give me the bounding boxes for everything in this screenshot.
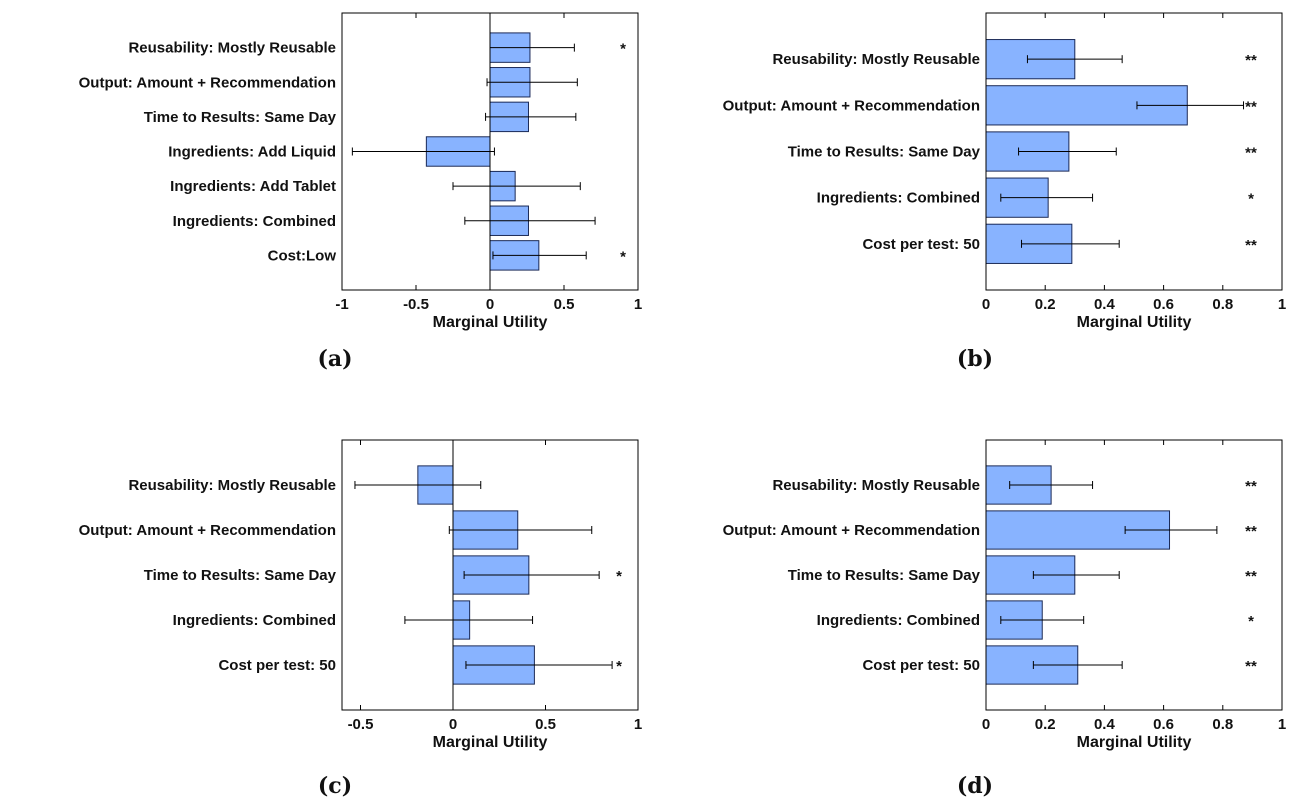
x-tick-label: 1: [634, 296, 642, 313]
x-tick-label: 1: [1278, 296, 1286, 313]
category-label: Reusability: Mostly Reusable: [128, 40, 336, 57]
category-label: Time to Results: Same Day: [144, 567, 337, 584]
significance-marker: **: [1245, 237, 1257, 254]
x-tick-label: 0: [486, 296, 494, 313]
x-tick-label: -0.5: [403, 296, 429, 313]
significance-marker: **: [1245, 478, 1257, 495]
x-tick-label: -0.5: [348, 716, 374, 733]
x-tick-label: 0.4: [1094, 716, 1116, 733]
x-axis-label: Marginal Utility: [1077, 314, 1192, 331]
x-tick-label: 0.5: [554, 296, 575, 313]
category-label: Ingredients: Combined: [173, 213, 336, 230]
category-label: Output: Amount + Recommendation: [723, 97, 980, 114]
x-tick-label: 0.6: [1153, 716, 1174, 733]
x-tick-label: 1: [1278, 716, 1286, 733]
chart-panel-a: Reusability: Mostly Reusable * Output: Amo…: [79, 12, 642, 372]
x-axis-label: Marginal Utility: [433, 314, 548, 331]
significance-marker: **: [1245, 98, 1257, 115]
chart-panel-c: Reusability: Mostly Reusable Output: Amou…: [79, 439, 642, 799]
x-tick-label: -1: [335, 296, 348, 313]
significance-marker: **: [1245, 145, 1257, 162]
significance-marker: **: [1245, 52, 1257, 69]
x-tick-label: 0: [982, 296, 990, 313]
category-label: Ingredients: Add Tablet: [170, 178, 336, 195]
subfigure-caption: (a): [317, 346, 352, 372]
x-axis-label: Marginal Utility: [1077, 734, 1192, 751]
axes-frame: [985, 12, 1283, 291]
x-tick-label: 0.8: [1212, 296, 1233, 313]
chart-panel-d: Reusability: Mostly Reusable ** Output: Am…: [723, 439, 1286, 799]
category-label: Cost per test: 50: [218, 657, 336, 674]
category-label: Output: Amount + Recommendation: [79, 74, 336, 91]
category-label: Output: Amount + Recommendation: [79, 522, 336, 539]
category-label: Time to Results: Same Day: [788, 144, 981, 161]
subfigure-caption: (d): [957, 773, 993, 799]
category-label: Ingredients: Combined: [817, 190, 980, 207]
x-tick-label: 1: [634, 716, 642, 733]
x-tick-label: 0: [982, 716, 990, 733]
x-tick-label: 0.4: [1094, 296, 1116, 313]
category-label: Time to Results: Same Day: [144, 109, 337, 126]
x-axis-label: Marginal Utility: [433, 734, 548, 751]
significance-marker: *: [1248, 191, 1254, 208]
significance-marker: *: [616, 568, 622, 585]
significance-marker: **: [1245, 523, 1257, 540]
x-tick-label: 0.2: [1035, 296, 1056, 313]
category-label: Cost:Low: [268, 247, 337, 264]
x-tick-label: 0.5: [535, 716, 556, 733]
category-label: Time to Results: Same Day: [788, 567, 981, 584]
significance-marker: **: [1245, 658, 1257, 675]
chart-panel-b: Reusability: Mostly Reusable ** Output: Am…: [723, 12, 1286, 372]
category-label: Ingredients: Combined: [173, 612, 336, 629]
subfigure-caption: (c): [318, 773, 352, 799]
category-label: Cost per test: 50: [862, 236, 980, 253]
x-tick-label: 0: [449, 716, 457, 733]
significance-marker: *: [1248, 613, 1254, 630]
category-label: Reusability: Mostly Reusable: [772, 477, 980, 494]
x-tick-label: 0.2: [1035, 716, 1056, 733]
category-label: Reusability: Mostly Reusable: [128, 477, 336, 494]
axes-frame: [985, 439, 1283, 711]
axes-frame: [341, 439, 639, 711]
significance-marker: **: [1245, 568, 1257, 585]
category-label: Reusability: Mostly Reusable: [772, 51, 980, 68]
x-tick-label: 0.6: [1153, 296, 1174, 313]
category-label: Ingredients: Combined: [817, 612, 980, 629]
significance-marker: *: [620, 248, 626, 265]
category-label: Ingredients: Add Liquid: [168, 144, 336, 161]
significance-marker: *: [620, 41, 626, 58]
significance-marker: *: [616, 658, 622, 675]
category-label: Cost per test: 50: [862, 657, 980, 674]
subfigure-caption: (b): [957, 346, 993, 372]
x-tick-label: 0.8: [1212, 716, 1233, 733]
category-label: Output: Amount + Recommendation: [723, 522, 980, 539]
